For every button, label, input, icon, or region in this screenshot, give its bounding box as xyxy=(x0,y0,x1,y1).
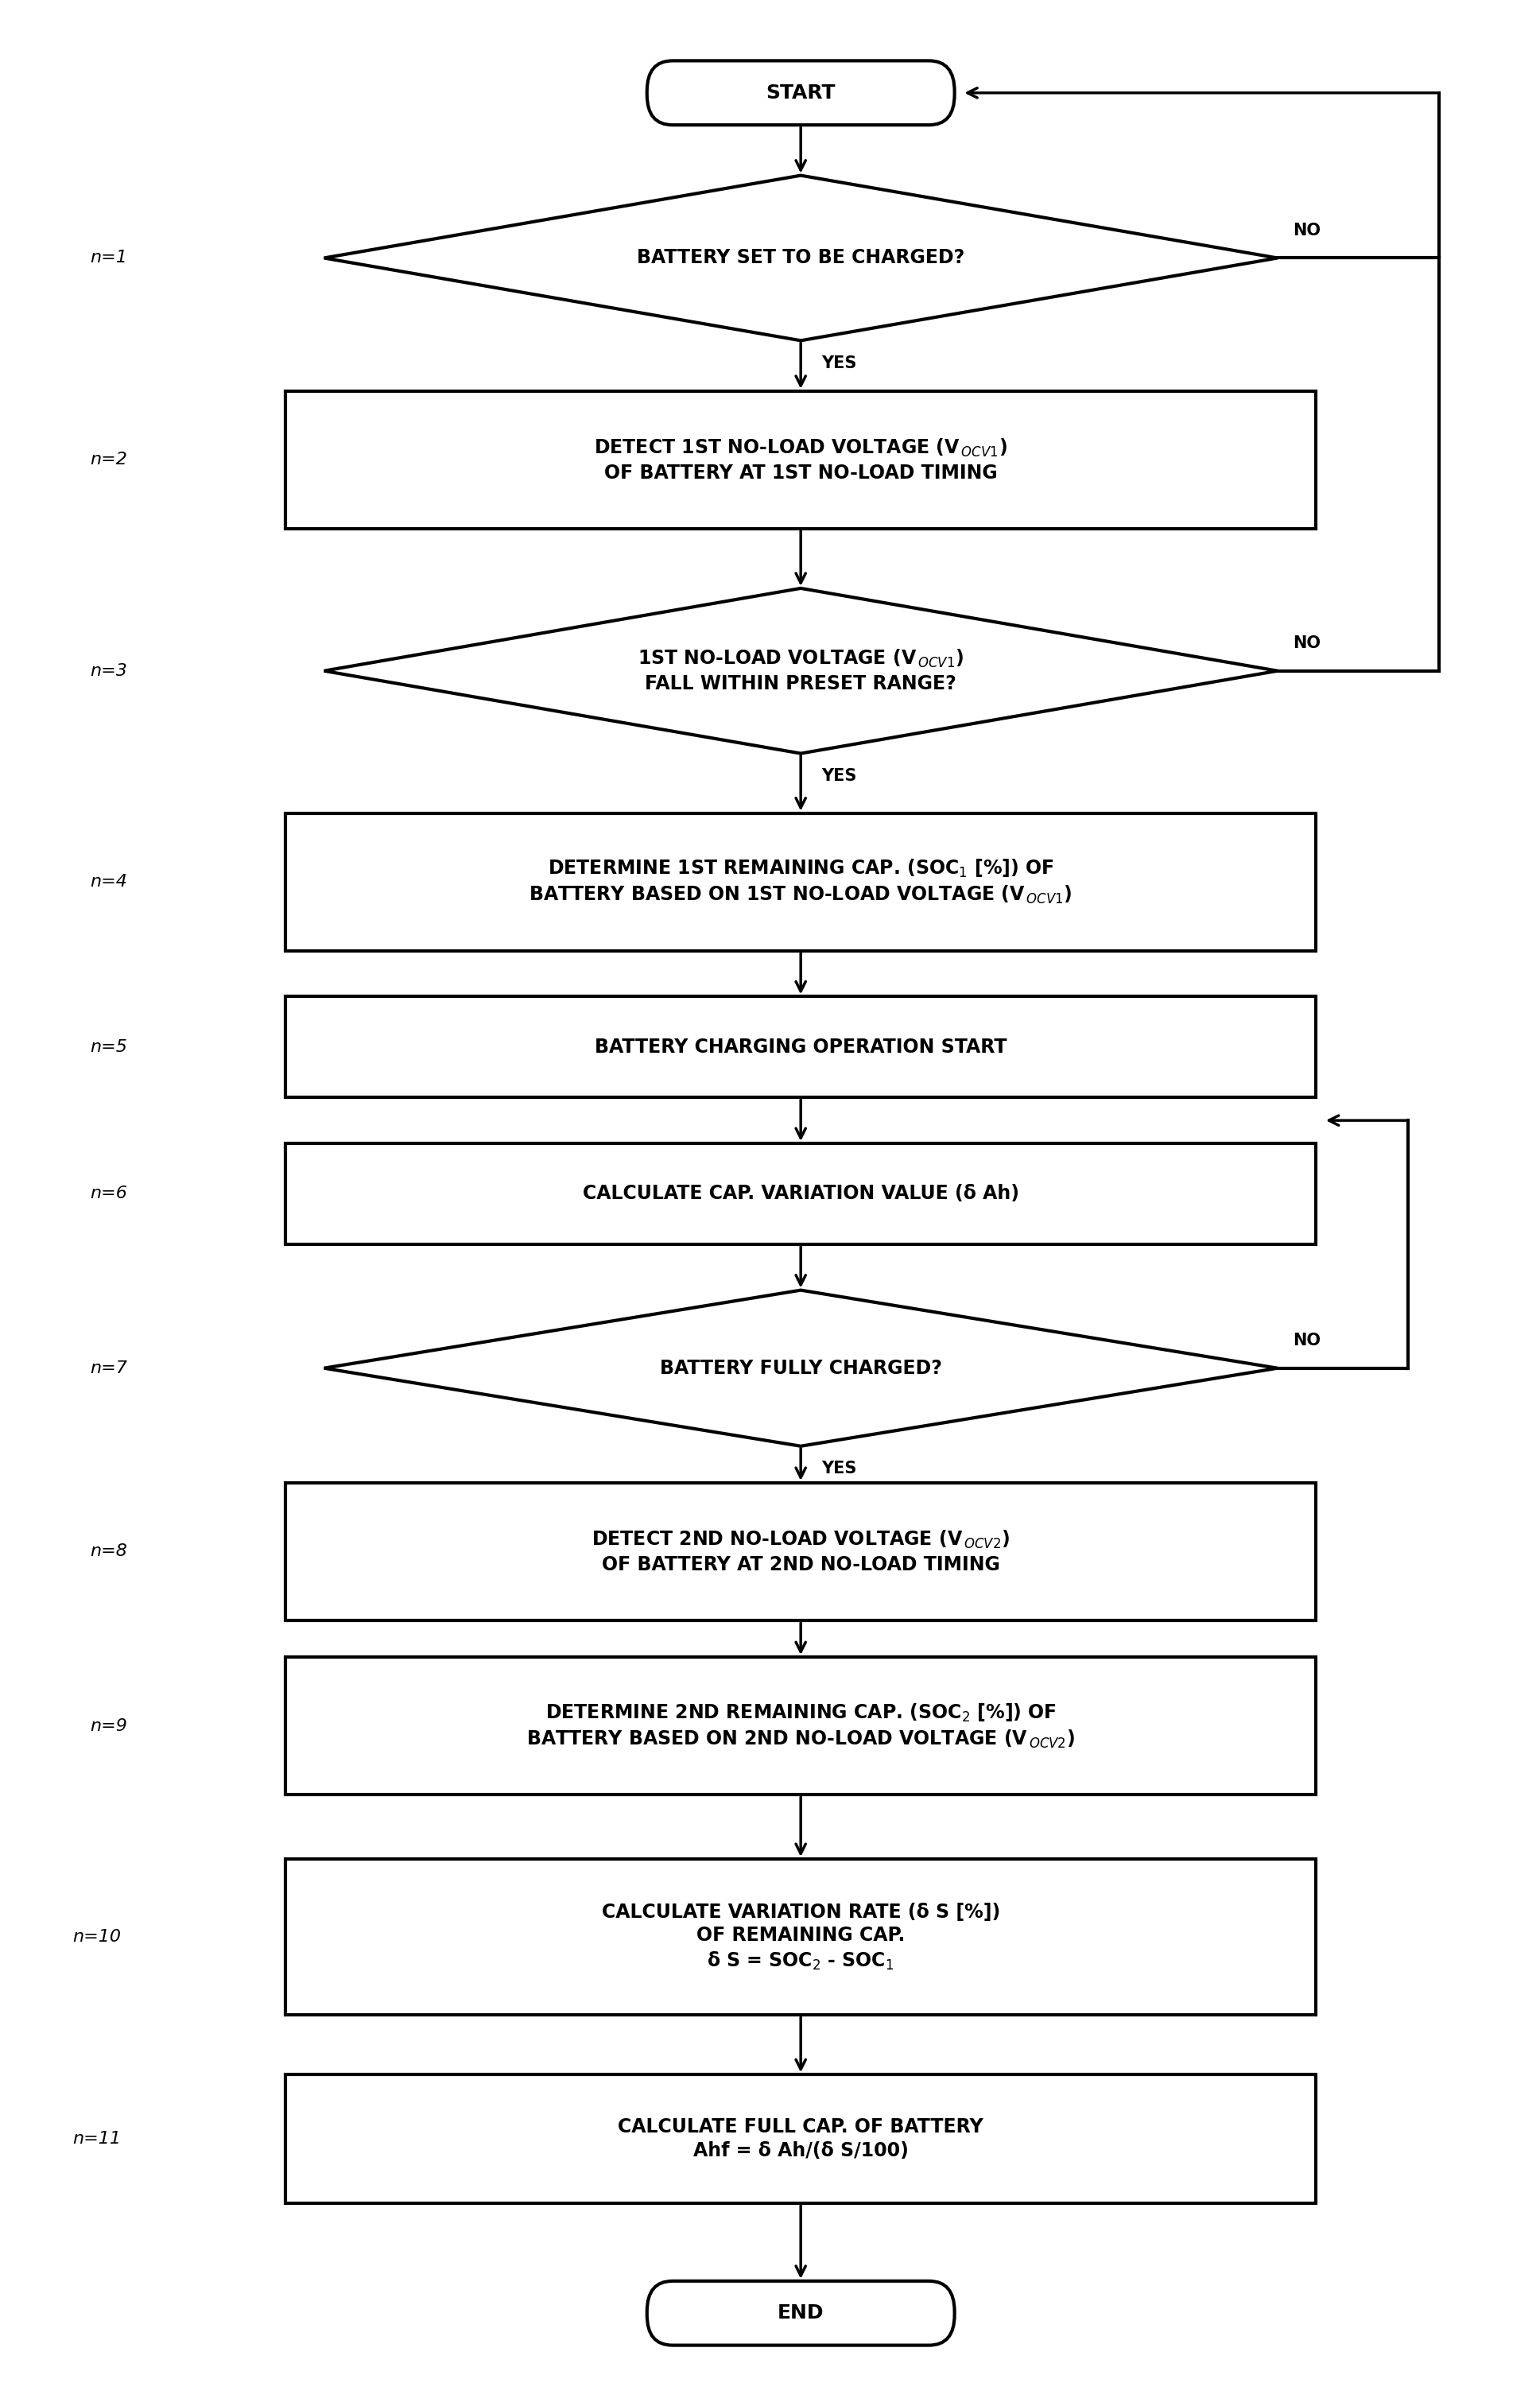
Bar xyxy=(285,1143,1315,1244)
Text: DETECT 1ST NO-LOAD VOLTAGE (V$_{\/OCV1}$)
OF BATTERY AT 1ST NO-LOAD TIMING: DETECT 1ST NO-LOAD VOLTAGE (V$_{\/OCV1}$… xyxy=(594,438,1007,484)
Text: CALCULATE CAP. VARIATION VALUE (δ Ah): CALCULATE CAP. VARIATION VALUE (δ Ah) xyxy=(582,1184,1019,1203)
Text: NO: NO xyxy=(1294,635,1321,652)
Text: CALCULATE VARIATION RATE (δ S [%])
OF REMAINING CAP.
δ S = SOC$_{2}$ - SOC$_{1}$: CALCULATE VARIATION RATE (δ S [%]) OF RE… xyxy=(602,1903,999,1971)
Text: BATTERY SET TO BE CHARGED?: BATTERY SET TO BE CHARGED? xyxy=(638,248,964,267)
Bar xyxy=(285,1482,1315,1622)
Text: n=5: n=5 xyxy=(91,1039,128,1054)
Polygon shape xyxy=(323,176,1278,342)
Text: DETERMINE 1ST REMAINING CAP. (SOC$_{1}$ [%]) OF
BATTERY BASED ON 1ST NO-LOAD VOL: DETERMINE 1ST REMAINING CAP. (SOC$_{1}$ … xyxy=(528,859,1072,907)
Text: DETERMINE 2ND REMAINING CAP. (SOC$_{2}$ [%]) OF
BATTERY BASED ON 2ND NO-LOAD VOL: DETERMINE 2ND REMAINING CAP. (SOC$_{2}$ … xyxy=(527,1701,1075,1749)
Text: n=4: n=4 xyxy=(91,873,128,890)
Text: n=7: n=7 xyxy=(91,1359,128,1376)
Polygon shape xyxy=(323,589,1278,753)
Text: NO: NO xyxy=(1294,1333,1321,1350)
Text: n=2: n=2 xyxy=(91,452,128,467)
Text: YES: YES xyxy=(821,356,856,371)
Text: CALCULATE FULL CAP. OF BATTERY
Ahf = δ Ah/(δ S/100): CALCULATE FULL CAP. OF BATTERY Ahf = δ A… xyxy=(618,2117,984,2161)
Bar xyxy=(285,996,1315,1097)
Text: n=8: n=8 xyxy=(91,1545,128,1559)
Polygon shape xyxy=(323,1290,1278,1446)
Text: END: END xyxy=(778,2303,824,2322)
Bar xyxy=(285,1860,1315,2014)
Text: NO: NO xyxy=(1294,221,1321,238)
FancyBboxPatch shape xyxy=(647,60,955,125)
Bar xyxy=(285,2074,1315,2204)
Text: BATTERY CHARGING OPERATION START: BATTERY CHARGING OPERATION START xyxy=(594,1037,1007,1056)
Bar xyxy=(285,1658,1315,1795)
Text: n=10: n=10 xyxy=(72,1930,120,1944)
Text: BATTERY FULLY CHARGED?: BATTERY FULLY CHARGED? xyxy=(659,1359,942,1379)
Bar xyxy=(285,813,1315,950)
Text: DETECT 2ND NO-LOAD VOLTAGE (V$_{\/OCV2}$)
OF BATTERY AT 2ND NO-LOAD TIMING: DETECT 2ND NO-LOAD VOLTAGE (V$_{\/OCV2}$… xyxy=(591,1530,1010,1574)
FancyBboxPatch shape xyxy=(647,2281,955,2346)
Text: YES: YES xyxy=(821,768,856,784)
Text: n=11: n=11 xyxy=(72,2132,120,2146)
Text: START: START xyxy=(765,84,836,103)
Text: 1ST NO-LOAD VOLTAGE (V$_{\/OCV1}$)
FALL WITHIN PRESET RANGE?: 1ST NO-LOAD VOLTAGE (V$_{\/OCV1}$) FALL … xyxy=(638,647,964,693)
Text: n=1: n=1 xyxy=(91,250,128,267)
Text: n=9: n=9 xyxy=(91,1718,128,1735)
Text: YES: YES xyxy=(821,1460,856,1477)
Text: n=6: n=6 xyxy=(91,1186,128,1201)
Text: n=3: n=3 xyxy=(91,664,128,678)
Bar xyxy=(285,392,1315,529)
